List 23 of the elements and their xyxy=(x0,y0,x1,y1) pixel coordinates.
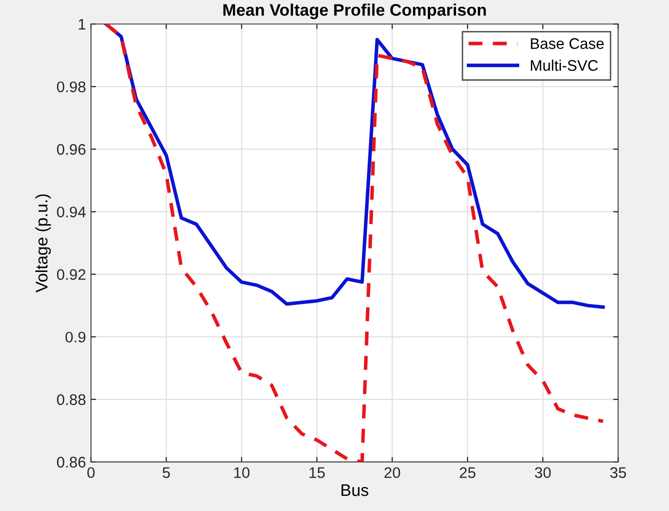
x-tick-label: 25 xyxy=(460,467,476,478)
x-tick-label: 35 xyxy=(610,467,626,478)
y-tick-label: 0.86 xyxy=(56,456,86,468)
x-tick-label: 15 xyxy=(310,467,325,478)
chart-title: Mean Voltage Profile Comparison xyxy=(223,4,486,20)
y-axis-title: Voltage (p.u.) xyxy=(35,194,51,292)
y-tick-label: 0.98 xyxy=(56,81,86,92)
x-tick-label: 0 xyxy=(87,467,95,478)
line-series xyxy=(104,24,605,309)
y-tick-label: 0.92 xyxy=(56,269,86,280)
legend-label: Base Case xyxy=(530,38,604,49)
y-tick-label: 1 xyxy=(78,19,86,30)
x-tick-label: 30 xyxy=(534,467,551,478)
x-tick-label: 5 xyxy=(162,467,170,478)
x-tick-label: 20 xyxy=(384,467,400,478)
x-tick-label: 10 xyxy=(234,467,250,478)
x-axis-title: Bus xyxy=(342,484,368,496)
y-tick-label: 0.96 xyxy=(56,144,86,155)
y-tick-label: 0.88 xyxy=(56,394,86,406)
y-tick-label: 0.94 xyxy=(56,206,86,218)
y-tick-label: 0.9 xyxy=(65,332,86,343)
line-series xyxy=(104,24,605,462)
legend-label: Multi-SVC xyxy=(530,60,598,71)
